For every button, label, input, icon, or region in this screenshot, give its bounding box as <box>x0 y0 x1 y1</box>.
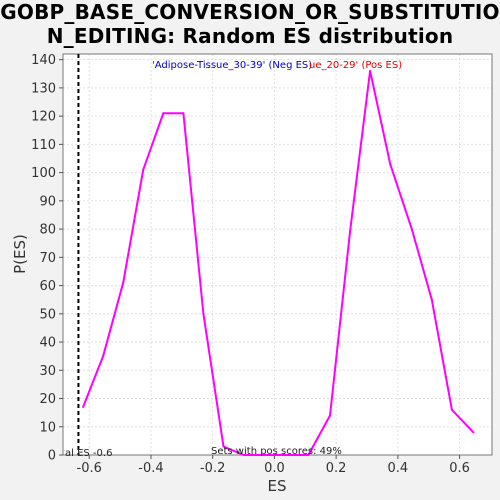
x-tick-label: -0.6 <box>77 461 102 476</box>
y-tick-label: 110 <box>31 138 56 153</box>
data-point <box>162 112 165 115</box>
data-point <box>430 298 433 301</box>
annotations: 'Adipose-Tissue_30-39' (Neg ES)ue_20-29'… <box>65 54 402 459</box>
x-tick-label: 0.6 <box>449 461 470 476</box>
y-tick-label: 90 <box>39 194 56 209</box>
data-point <box>410 228 413 231</box>
data-point <box>369 69 372 72</box>
data-point <box>102 355 105 358</box>
x-tick-label: 0.0 <box>264 461 285 476</box>
x-tick-label: -0.4 <box>138 461 163 476</box>
data-point <box>142 168 145 171</box>
y-tick-label: 140 <box>31 53 56 68</box>
y-tick-label: 30 <box>39 364 56 379</box>
y-tick-label: 50 <box>39 307 56 322</box>
data-point <box>389 163 392 166</box>
data-point <box>307 454 310 456</box>
x-tick-label: 0.4 <box>388 461 409 476</box>
actual-es-label: al ES -0.6 <box>65 448 112 459</box>
y-tick-label: 100 <box>31 166 56 181</box>
data-point <box>182 112 185 115</box>
legend-neg-label: 'Adipose-Tissue_30-39' (Neg ES) <box>152 60 312 71</box>
data-point <box>82 405 85 408</box>
y-axis-label: P(ES) <box>11 234 29 274</box>
y-tick-label: 0 <box>48 449 56 464</box>
y-tick-label: 10 <box>39 420 56 435</box>
x-tick-label: -0.2 <box>200 461 225 476</box>
data-point <box>262 454 265 456</box>
y-tick-label: 40 <box>39 336 56 351</box>
data-point <box>282 454 285 456</box>
legend-pos-label: ue_20-29' (Pos ES) <box>309 60 402 71</box>
series-line <box>82 69 475 456</box>
data-point <box>202 312 205 315</box>
x-axis-label: ES <box>268 477 287 495</box>
chart-title: GOBP_BASE_CONVERSION_OR_SUBSTITUTIO N_ED… <box>0 0 500 48</box>
data-point <box>349 230 352 233</box>
data-point <box>122 281 125 284</box>
data-point <box>328 414 331 417</box>
y-tick-label: 120 <box>31 110 56 125</box>
y-tick-label: 60 <box>39 279 56 294</box>
data-point <box>222 445 225 448</box>
data-point <box>242 454 245 456</box>
plot-background <box>63 54 492 455</box>
data-point <box>450 408 453 411</box>
x-tick-label: 0.2 <box>326 461 347 476</box>
data-point <box>472 431 475 434</box>
y-tick-label: 80 <box>39 223 56 238</box>
y-tick-label: 70 <box>39 251 56 266</box>
pos-scores-label: Sets with pos scores: 49% <box>211 446 342 457</box>
series-layer <box>82 69 475 456</box>
y-tick-label: 20 <box>39 392 56 407</box>
y-tick-label: 130 <box>31 81 56 96</box>
